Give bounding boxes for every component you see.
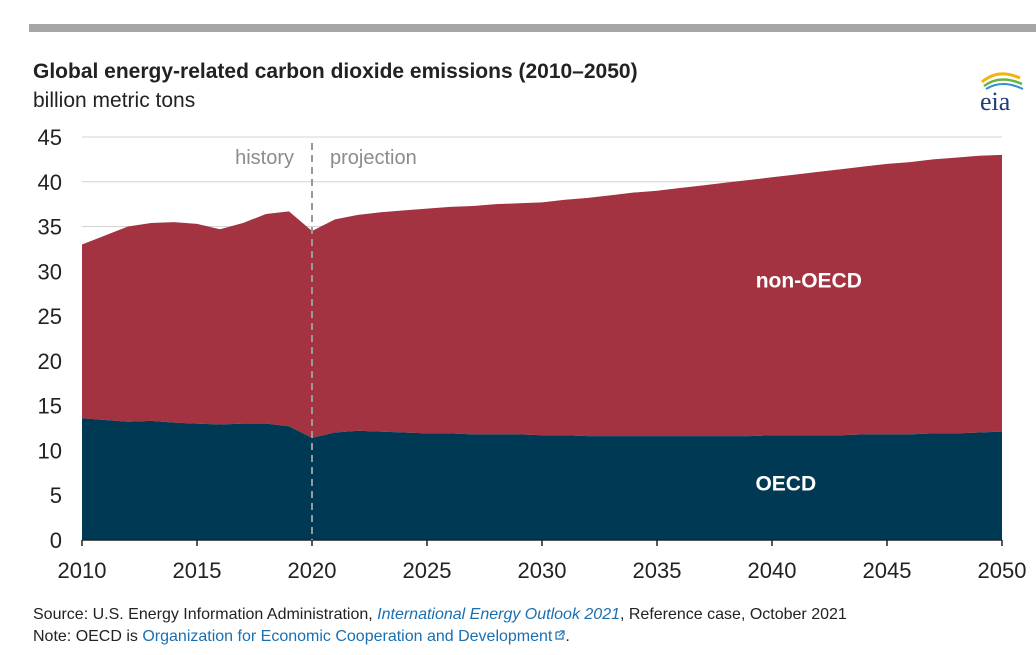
y-tick-label: 5 <box>50 483 62 508</box>
history-label: history <box>235 147 294 169</box>
y-tick-label: 40 <box>38 170 62 195</box>
x-tick-label: 2015 <box>173 558 222 583</box>
y-tick-label: 0 <box>50 528 62 553</box>
chart-subtitle: billion metric tons <box>33 89 196 112</box>
y-tick-label: 15 <box>38 394 62 419</box>
non-oecd-area <box>82 154 1002 438</box>
x-tick-label: 2030 <box>518 558 567 583</box>
x-tick-label: 2020 <box>288 558 337 583</box>
x-tick-label: 2050 <box>978 558 1027 583</box>
y-tick-label: 45 <box>38 125 62 150</box>
note-suffix: . <box>565 628 570 645</box>
oecd-link[interactable]: Organization for Economic Cooperation an… <box>142 628 553 645</box>
y-tick-label: 10 <box>38 438 62 463</box>
y-tick-label: 20 <box>38 349 62 374</box>
top-rule <box>29 24 1036 32</box>
x-tick-label: 2025 <box>403 558 452 583</box>
oecd-area <box>82 418 1002 540</box>
oecd-label: OECD <box>755 473 816 496</box>
projection-label: projection <box>330 147 417 169</box>
x-tick-label: 2040 <box>748 558 797 583</box>
note-prefix: Note: OECD is <box>33 628 143 645</box>
x-tick-label: 2010 <box>58 558 107 583</box>
non-oecd-label: non-OECD <box>756 269 862 292</box>
y-tick-label: 35 <box>38 215 62 240</box>
oecd-note: Note: OECD is Organization for Economic … <box>33 628 570 646</box>
source-note: Source: U.S. Energy Information Administ… <box>33 606 847 624</box>
external-link-icon <box>555 630 565 640</box>
y-tick-label: 25 <box>38 304 62 329</box>
y-tick-label: 30 <box>38 259 62 284</box>
source-link[interactable]: International Energy Outlook 2021 <box>377 606 620 623</box>
chart-title: Global energy-related carbon dioxide emi… <box>33 60 638 83</box>
source-prefix: Source: U.S. Energy Information Administ… <box>33 606 378 623</box>
source-suffix: , Reference case, October 2021 <box>619 606 847 623</box>
eia-logo: eia <box>980 72 1024 114</box>
eia-logo-text: eia <box>980 87 1011 114</box>
x-tick-label: 2035 <box>633 558 682 583</box>
x-tick-label: 2045 <box>863 558 912 583</box>
